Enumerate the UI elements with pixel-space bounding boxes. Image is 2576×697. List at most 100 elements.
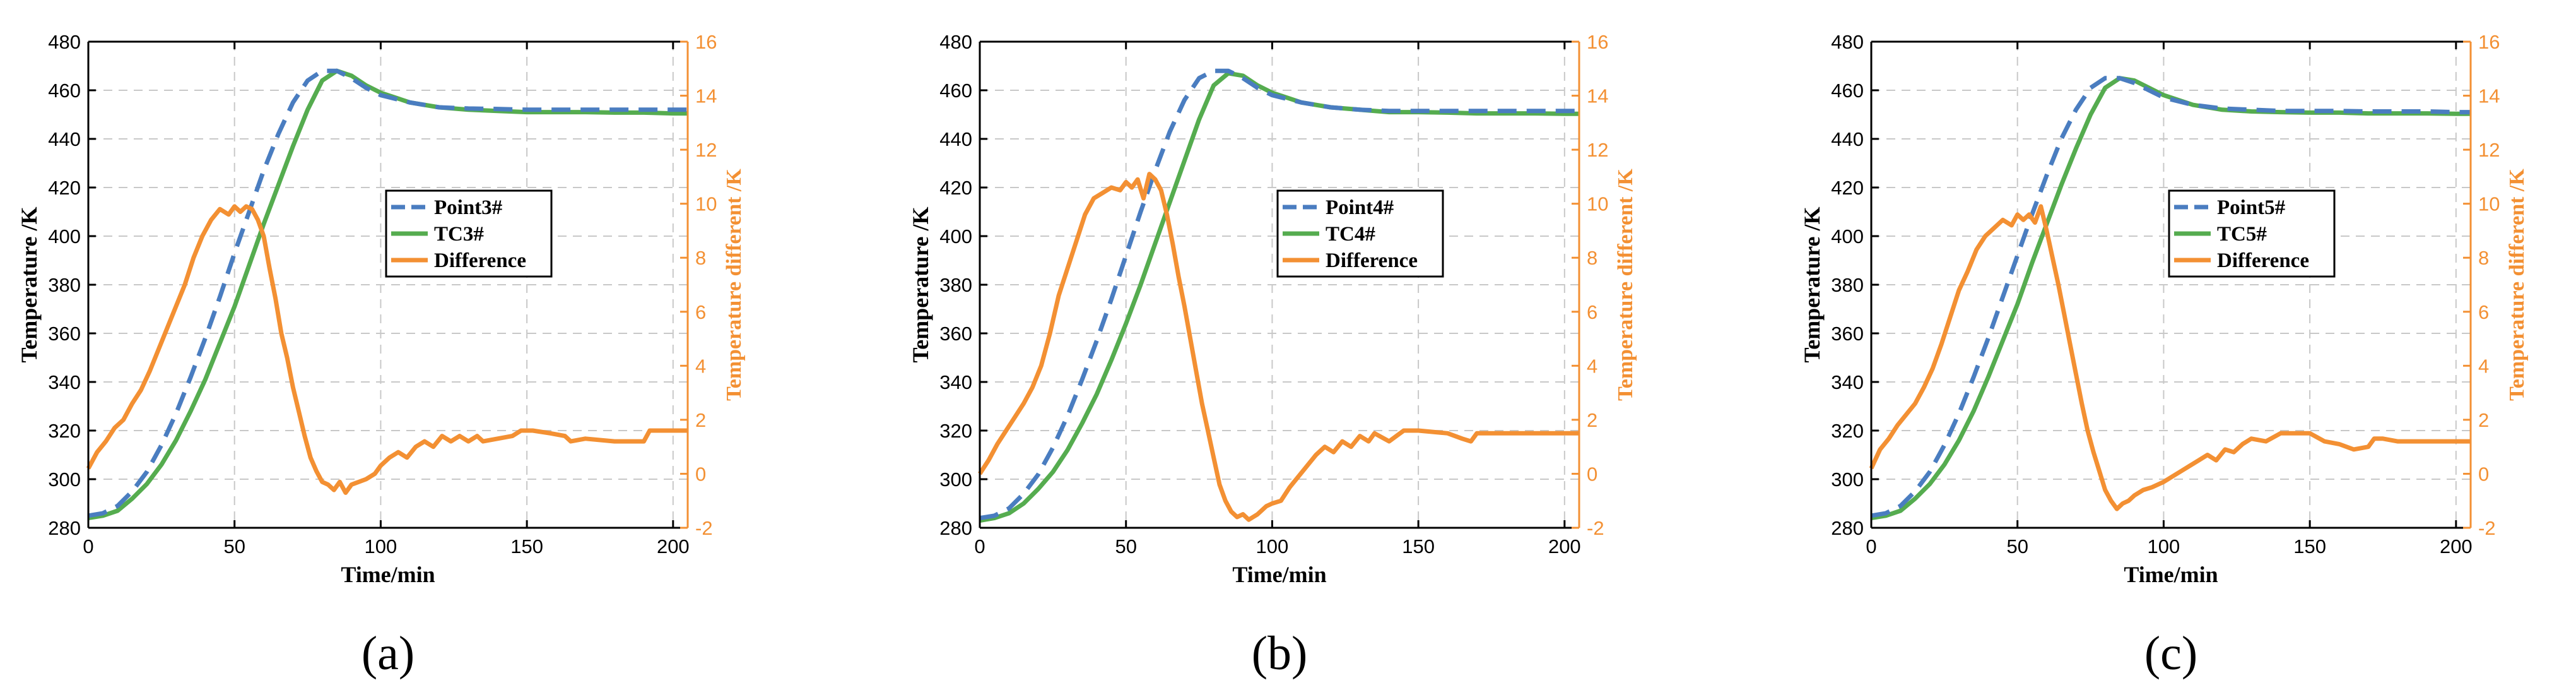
y-axis-title: Temperature /K bbox=[908, 207, 933, 363]
legend-label: TC4# bbox=[1326, 223, 1375, 246]
y-tick-label: 460 bbox=[939, 80, 972, 102]
x-tick-label: 50 bbox=[223, 535, 245, 557]
y2-tick-label: 2 bbox=[2478, 409, 2489, 431]
y-tick-label: 300 bbox=[939, 468, 972, 491]
x-tick-label: 100 bbox=[365, 535, 397, 557]
x-tick-label: 200 bbox=[1548, 535, 1581, 557]
y-tick-label: 280 bbox=[48, 517, 81, 539]
x-tick-label: 150 bbox=[1402, 535, 1435, 557]
x-tick-label: 0 bbox=[1866, 535, 1876, 557]
x-axis-title: Time/min bbox=[1232, 562, 1326, 587]
y-tick-label: 440 bbox=[48, 128, 81, 150]
x-tick-label: 150 bbox=[2293, 535, 2326, 557]
y-axis-title: Temperature /K bbox=[16, 207, 42, 363]
y2-axis-title: Temperature different /K bbox=[722, 169, 746, 401]
y-tick-label: 280 bbox=[939, 517, 972, 539]
y2-tick-label: 10 bbox=[1587, 193, 1608, 215]
y2-tick-label: 0 bbox=[1587, 463, 1597, 485]
series-line-tc5- bbox=[1871, 76, 2471, 521]
x-tick-label: 200 bbox=[657, 535, 690, 557]
legend-label: Difference bbox=[1326, 249, 1418, 272]
series-line-tc4- bbox=[979, 71, 1579, 523]
y-tick-label: 280 bbox=[1831, 517, 1864, 539]
y2-tick-label: 16 bbox=[2478, 31, 2500, 53]
y-tick-label: 400 bbox=[1831, 225, 1864, 247]
x-tick-label: 100 bbox=[1256, 535, 1289, 557]
y-tick-label: 460 bbox=[48, 80, 81, 102]
y2-tick-label: 16 bbox=[695, 31, 717, 53]
y2-tick-label: -2 bbox=[1587, 517, 1604, 539]
y-tick-label: 300 bbox=[48, 468, 81, 491]
y2-tick-label: 14 bbox=[695, 85, 717, 107]
y2-tick-label: 4 bbox=[2478, 355, 2489, 377]
y2-axis-title: Temperature different /K bbox=[1614, 169, 1637, 401]
panel-label: (c) bbox=[2144, 627, 2197, 680]
panel-label: (b) bbox=[1252, 627, 1308, 680]
y-tick-label: 340 bbox=[939, 371, 972, 393]
legend-label: Point5# bbox=[2217, 196, 2286, 219]
y-tick-label: 400 bbox=[939, 225, 972, 247]
x-tick-label: 150 bbox=[510, 535, 543, 557]
legend-label: Difference bbox=[434, 249, 526, 272]
y-tick-label: 360 bbox=[939, 323, 972, 345]
y2-tick-label: 14 bbox=[2478, 85, 2500, 107]
y2-tick-label: 10 bbox=[2478, 193, 2500, 215]
y2-tick-label: 12 bbox=[2478, 139, 2500, 161]
series-line-point3- bbox=[88, 68, 688, 518]
y2-tick-label: -2 bbox=[2478, 517, 2496, 539]
series-line-difference bbox=[1869, 204, 2471, 511]
y2-axis-title: Temperature different /K bbox=[2505, 169, 2529, 401]
x-tick-label: 0 bbox=[83, 535, 93, 557]
series-line-difference bbox=[978, 172, 1579, 522]
y-tick-label: 380 bbox=[48, 274, 81, 296]
y2-tick-label: -2 bbox=[695, 517, 713, 539]
y-tick-label: 360 bbox=[1831, 323, 1864, 345]
y2-tick-label: 6 bbox=[2478, 301, 2489, 323]
series-line-difference bbox=[86, 204, 688, 495]
x-tick-label: 50 bbox=[2006, 535, 2028, 557]
legend-label: TC3# bbox=[434, 223, 484, 246]
y-tick-label: 440 bbox=[939, 128, 972, 150]
y2-tick-label: 14 bbox=[1587, 85, 1608, 107]
y-tick-label: 380 bbox=[1831, 274, 1864, 296]
y-tick-label: 320 bbox=[48, 420, 81, 442]
chart-panel-3: 0 50 100 150 2002803003203403603804004204404… bbox=[1799, 31, 2529, 680]
y2-tick-label: 8 bbox=[695, 247, 706, 269]
y2-tick-label: 6 bbox=[695, 301, 706, 323]
legend-label: TC5# bbox=[2217, 223, 2267, 246]
y2-tick-label: 8 bbox=[1587, 247, 1597, 269]
y-tick-label: 360 bbox=[48, 323, 81, 345]
y-tick-label: 460 bbox=[1831, 80, 1864, 102]
x-tick-label: 200 bbox=[2440, 535, 2473, 557]
y2-tick-label: 16 bbox=[1587, 31, 1608, 53]
y2-tick-label: 6 bbox=[1587, 301, 1597, 323]
y-tick-label: 420 bbox=[939, 177, 972, 199]
x-tick-label: 50 bbox=[1115, 535, 1136, 557]
y-tick-label: 320 bbox=[939, 420, 972, 442]
series-line-tc3- bbox=[88, 68, 688, 521]
y-tick-label: 480 bbox=[48, 31, 81, 53]
x-tick-label: 100 bbox=[2148, 535, 2180, 557]
y2-tick-label: 2 bbox=[1587, 409, 1597, 431]
chart-panel-2: 0 50 100 150 2002803003203403603804004204404… bbox=[908, 31, 1637, 680]
y2-tick-label: 0 bbox=[695, 463, 706, 485]
x-axis-title: Time/min bbox=[2124, 562, 2218, 587]
y-axis-title: Temperature /K bbox=[1799, 207, 1825, 363]
y2-tick-label: 4 bbox=[1587, 355, 1597, 377]
y-tick-label: 420 bbox=[1831, 177, 1864, 199]
series-line-point4- bbox=[979, 68, 1579, 521]
y-tick-label: 320 bbox=[1831, 420, 1864, 442]
y-tick-label: 400 bbox=[48, 225, 81, 247]
legend-label: Point3# bbox=[434, 196, 503, 219]
x-axis-title: Time/min bbox=[341, 562, 435, 587]
y-tick-label: 340 bbox=[48, 371, 81, 393]
y-tick-label: 480 bbox=[939, 31, 972, 53]
legend-label: Point4# bbox=[1326, 196, 1394, 219]
x-tick-label: 0 bbox=[974, 535, 985, 557]
y2-tick-label: 0 bbox=[2478, 463, 2489, 485]
y2-tick-label: 8 bbox=[2478, 247, 2489, 269]
chart-panel-1: 0 50 100 150 2002803003203403603804004204404… bbox=[16, 31, 746, 680]
panel-label: (a) bbox=[362, 627, 415, 680]
y-tick-label: 480 bbox=[1831, 31, 1864, 53]
